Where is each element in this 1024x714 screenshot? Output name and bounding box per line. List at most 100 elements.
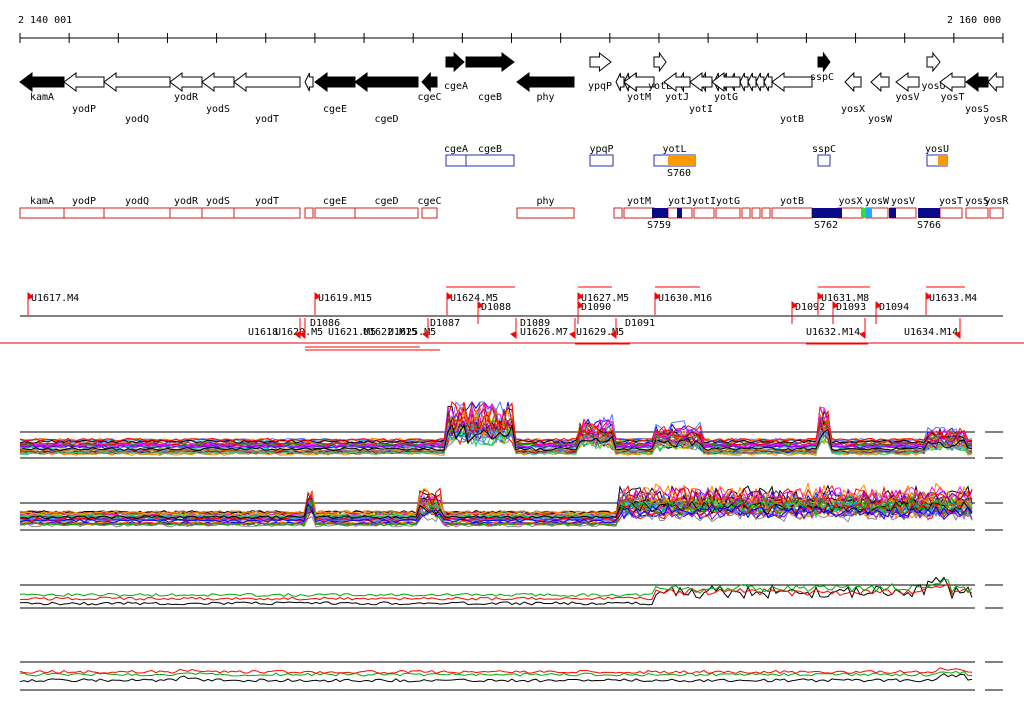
gene-label-yosR[interactable]: yosR: [983, 114, 1008, 125]
gene-label-phy[interactable]: phy: [536, 92, 554, 103]
gene-arrow-yodS[interactable]: [201, 72, 235, 92]
gene-arrow-yosU[interactable]: [926, 51, 941, 73]
tu-label-upper[interactable]: D1094: [879, 302, 909, 313]
gene-label-cgeC[interactable]: cgeC: [417, 92, 441, 103]
gene-label-yodP[interactable]: yodP: [72, 104, 96, 115]
minus-box-cgeC[interactable]: [421, 207, 438, 219]
gene-label-yotB[interactable]: yotB: [780, 114, 804, 125]
tu-label-upper[interactable]: U1627.M5: [581, 293, 629, 304]
gene-label-yosT[interactable]: yosT: [940, 92, 964, 103]
plus-box-cgeB[interactable]: [465, 154, 515, 167]
gene-arrow-cgeE[interactable]: [314, 72, 356, 92]
plus-box-ypqP[interactable]: [589, 154, 614, 167]
gene-label-yotL[interactable]: yotL: [648, 81, 672, 92]
tu-label-lower[interactable]: U1621.M5: [328, 327, 376, 338]
gene-label-yotM[interactable]: yotM: [627, 92, 651, 103]
gene-arrow-yodR[interactable]: [169, 72, 203, 92]
plus-box-sspC[interactable]: [817, 154, 831, 167]
gene-label-yosS[interactable]: yosS: [965, 104, 989, 115]
minus-box-yodR[interactable]: [169, 207, 203, 219]
gene-arrow-yosV[interactable]: [895, 72, 920, 92]
gene-arrow-yotM[interactable]: [623, 72, 655, 92]
minus-box-yosR[interactable]: [989, 207, 1004, 219]
gene-label-ypqP[interactable]: ypqP: [588, 81, 612, 92]
minus-box-yosS[interactable]: [965, 207, 989, 219]
minus-box-cgeD[interactable]: [354, 207, 419, 219]
minus-box-fragment[interactable]: [304, 207, 314, 219]
tu-label-lower[interactable]: U1626.M7: [520, 327, 568, 338]
minus-strand-label[interactable]: S766: [917, 220, 941, 231]
gene-fragment-arrow[interactable]: [304, 72, 314, 92]
tu-label-upper[interactable]: U1619.M15: [318, 293, 372, 304]
gene-arrow-kamA[interactable]: [19, 72, 65, 92]
gene-arrow-yosW[interactable]: [870, 71, 890, 93]
gene-fragment-arrow[interactable]: [615, 72, 625, 92]
tu-label-upper[interactable]: U1617.M4: [31, 293, 79, 304]
gene-label-yosV[interactable]: yosV: [895, 92, 919, 103]
gene-arrow-yodQ[interactable]: [103, 72, 171, 92]
gene-fragment-arrow[interactable]: [739, 72, 749, 92]
gene-arrow-sspC[interactable]: [817, 51, 831, 73]
gene-arrow-yotI[interactable]: [689, 72, 713, 92]
tu-label-upper[interactable]: D1090: [581, 302, 611, 313]
gene-label-yodS[interactable]: yodS: [206, 104, 230, 115]
minus-box-yotI[interactable]: [693, 207, 715, 219]
tu-label-lower[interactable]: D1089: [520, 318, 550, 329]
tu-label-upper[interactable]: D1088: [481, 302, 511, 313]
gene-label-yodT[interactable]: yodT: [255, 114, 279, 125]
gene-arrow-cgeB[interactable]: [465, 52, 515, 72]
minus-box-yotG[interactable]: [715, 207, 741, 219]
gene-arrow-yotG[interactable]: [711, 72, 741, 92]
minus-box-yodT[interactable]: [233, 207, 301, 219]
gene-label-yosW[interactable]: yosW: [868, 114, 893, 125]
gene-arrow-yotB[interactable]: [771, 72, 813, 92]
gene-arrow-yosT[interactable]: [939, 72, 966, 92]
gene-arrow-cgeD[interactable]: [354, 72, 419, 92]
minus-box-yotM[interactable]: [623, 207, 655, 219]
gene-arrow-yosS[interactable]: [965, 72, 989, 92]
gene-arrow-yotL[interactable]: [653, 51, 667, 73]
minus-box-yodP[interactable]: [63, 207, 105, 219]
minus-strand-label[interactable]: S762: [814, 220, 838, 231]
gene-arrow-cgeC[interactable]: [421, 71, 438, 93]
gene-arrow-yosX[interactable]: [844, 71, 862, 93]
gene-arrow-ypqP[interactable]: [589, 51, 612, 73]
gene-arrow-phy[interactable]: [516, 72, 575, 92]
tu-label-upper[interactable]: U1633.M4: [929, 293, 977, 304]
tu-label-lower[interactable]: D1091: [625, 318, 655, 329]
plus-strand-label[interactable]: S760: [667, 168, 691, 179]
tu-label-lower[interactable]: D1087: [430, 318, 460, 329]
gene-arrow-yodT[interactable]: [233, 72, 301, 92]
minus-box-kamA[interactable]: [19, 207, 65, 219]
gene-arrow-yodP[interactable]: [63, 72, 105, 92]
tu-label-lower[interactable]: U1625.M5: [388, 327, 436, 338]
gene-label-yotG[interactable]: yotG: [714, 92, 738, 103]
gene-label-cgeE[interactable]: cgeE: [323, 104, 347, 115]
minus-strand-label[interactable]: S759: [647, 220, 671, 231]
minus-box-fragment[interactable]: [741, 207, 751, 219]
tu-label-lower[interactable]: U1629.M5: [576, 327, 624, 338]
minus-box-fragment[interactable]: [761, 207, 771, 219]
gene-label-cgeB[interactable]: cgeB: [478, 92, 502, 103]
tu-label-lower[interactable]: U1622.M15: [363, 327, 417, 338]
gene-label-yotJ[interactable]: yotJ: [665, 92, 689, 103]
minus-box-yodS[interactable]: [201, 207, 235, 219]
minus-box-phy[interactable]: [516, 207, 575, 219]
gene-fragment-arrow[interactable]: [755, 72, 765, 92]
tu-label-lower[interactable]: U1632.M14: [806, 327, 860, 338]
tu-label-upper[interactable]: U1630.M16: [658, 293, 712, 304]
tu-label-upper[interactable]: D1092: [795, 302, 825, 313]
gene-label-yosU[interactable]: yosU: [921, 81, 945, 92]
tu-label-lower[interactable]: D1086: [310, 318, 340, 329]
tu-label-upper[interactable]: D1093: [836, 302, 866, 313]
minus-box-cgeE[interactable]: [314, 207, 356, 219]
gene-arrow-cgeA[interactable]: [445, 51, 465, 73]
tu-label-lower[interactable]: U1634.M14: [904, 327, 958, 338]
minus-box-fragment[interactable]: [751, 207, 761, 219]
minus-box-yotB[interactable]: [771, 207, 813, 219]
gene-arrow-yotJ[interactable]: [663, 72, 691, 92]
tu-label-upper[interactable]: U1624.M5: [450, 293, 498, 304]
gene-fragment-arrow[interactable]: [763, 72, 773, 92]
minus-box-yodQ[interactable]: [103, 207, 171, 219]
gene-fragment-arrow[interactable]: [747, 72, 757, 92]
